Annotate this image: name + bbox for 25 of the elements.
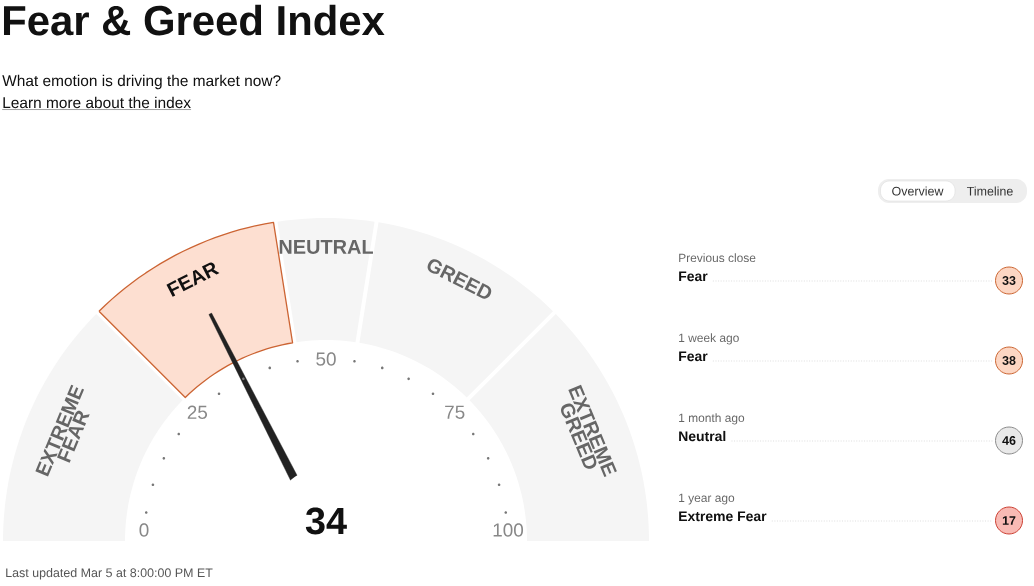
text: Extreme Fear — [679, 511, 767, 522]
chart-title: Fear & Greed Index — [4, 4, 385, 36]
text: 100 — [493, 523, 524, 537]
text: 25 — [187, 405, 208, 420]
data-label: 17 — [1002, 516, 1016, 525]
text: 34 — [305, 507, 347, 535]
category-label: Previous close — [679, 253, 756, 263]
data-label: 38 — [1002, 356, 1016, 365]
text: Overview — [892, 186, 944, 196]
chart-subtitle: What emotion is driving the market now? — [2, 74, 281, 90]
data-label: 46 — [1002, 436, 1016, 445]
data-label: 33 — [1002, 276, 1016, 285]
text: Neutral — [679, 430, 726, 442]
text: Timeline — [966, 186, 1013, 196]
text: 50 — [316, 352, 336, 366]
slice-label: NEUTRAL — [279, 240, 373, 254]
text: Fear — [679, 351, 708, 362]
text: 75 — [445, 405, 465, 419]
category-label: 1 month ago — [679, 413, 745, 425]
category-label: 1 year ago — [679, 493, 735, 505]
text: Fear — [679, 271, 708, 282]
text: 0 — [139, 523, 149, 537]
text: Last updated Mar 5 at 8:00:00 PM ET — [6, 567, 213, 580]
category-label: 1 week ago — [679, 333, 739, 345]
text: Learn more about the index — [3, 96, 191, 109]
